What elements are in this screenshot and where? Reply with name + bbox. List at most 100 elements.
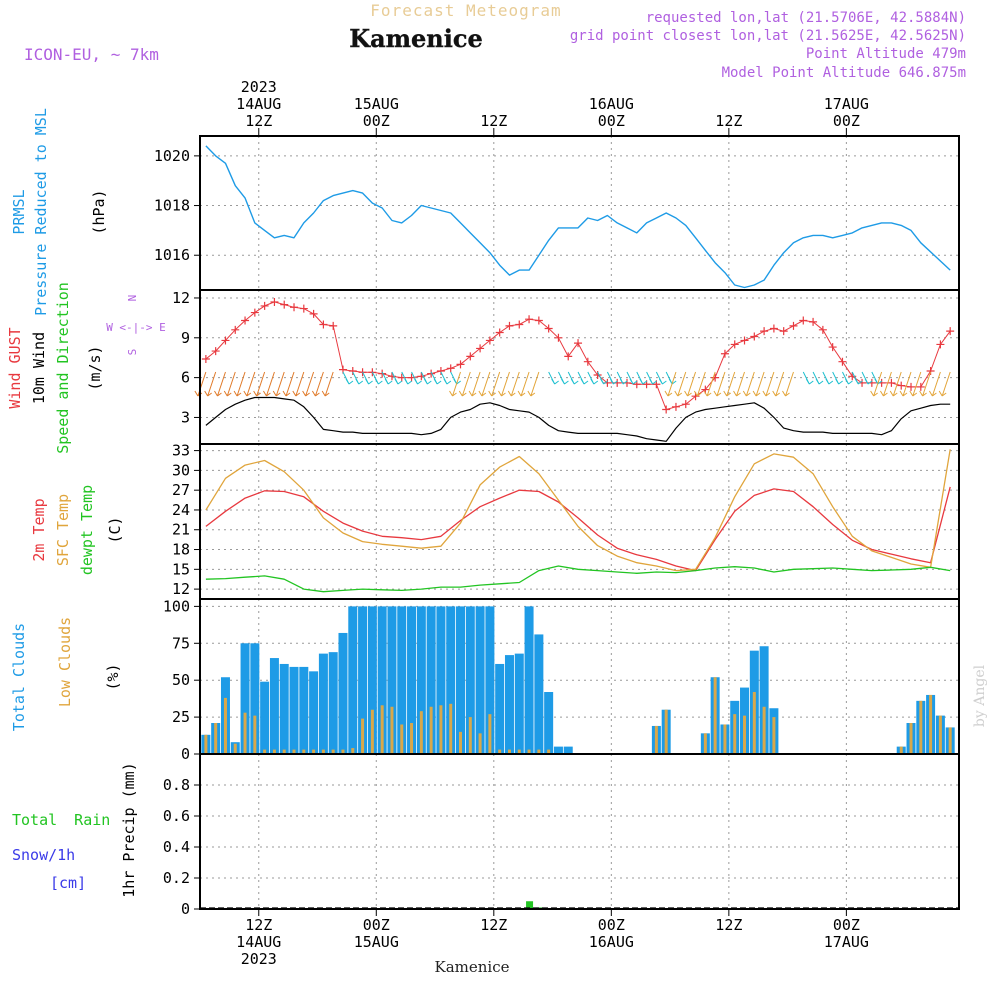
gust-marker	[897, 381, 906, 390]
pressure-unit: (hPa)	[90, 189, 108, 234]
x-tick-label-bottom: 12Z	[715, 916, 742, 934]
compass-west-east: W <-|-> E	[106, 321, 166, 334]
low-cloud-bar	[743, 715, 747, 754]
x-tick-label-bottom: 15AUG	[354, 933, 399, 951]
wind-direction-arrow	[899, 371, 912, 397]
model-label: ICON-EU, ~ 7km	[24, 45, 159, 64]
gust-line	[205, 301, 951, 410]
compass-north: N	[126, 295, 139, 302]
gust-marker	[750, 332, 759, 341]
total-cloud-bar	[534, 634, 544, 754]
low-cloud-bar	[929, 694, 933, 754]
gust-marker	[711, 373, 720, 382]
wind-direction-arrow	[527, 371, 540, 397]
low-cloud-bar	[733, 714, 737, 754]
wind-direction-arrow	[782, 371, 794, 397]
wind-direction-arrow	[263, 371, 275, 397]
y-tick-label: 12	[172, 289, 190, 307]
wind-direction-arrow	[548, 371, 559, 385]
wind-direction-arrow	[636, 371, 648, 385]
marks-layer	[194, 145, 959, 909]
gust-marker	[299, 304, 308, 313]
low-cloud-bar	[537, 749, 541, 754]
wind-direction-arrow	[762, 371, 775, 397]
total-cloud-bar	[407, 606, 417, 754]
precip-label-snow: Snow/1h	[12, 846, 75, 864]
total-cloud-bar	[524, 606, 534, 754]
x-tick-label-bottom: 14AUG	[236, 933, 281, 951]
gust-marker	[485, 336, 494, 345]
x-tick-label-top: 16AUG	[589, 95, 634, 113]
wind-direction-arrow	[703, 371, 716, 397]
low-cloud-bar	[468, 717, 472, 754]
x-tick-label-bottom: 16AUG	[589, 933, 634, 951]
total-cloud-bar	[446, 606, 456, 754]
gust-marker	[476, 344, 485, 353]
total-cloud-bar	[338, 632, 348, 754]
x-tick-label-top: 17AUG	[824, 95, 869, 113]
x-tick-label-bottom: 12Z	[480, 916, 507, 934]
gust-marker	[926, 366, 935, 375]
low-cloud-bar	[419, 711, 423, 754]
gust-marker	[309, 309, 318, 318]
wind-direction-arrow	[723, 371, 736, 397]
wind-direction-arrow	[861, 371, 873, 385]
low-cloud-bar	[380, 705, 384, 754]
low-cloud-bar	[517, 749, 521, 754]
total-cloud-bar	[387, 606, 397, 754]
grid-layer	[200, 136, 959, 910]
y-tick-label: 0.2	[163, 869, 190, 887]
total-cloud-bar	[318, 653, 328, 754]
wind-direction-arrow	[352, 371, 364, 385]
low-cloud-bar	[214, 723, 218, 754]
cloud-label-low: Low Clouds	[56, 617, 74, 707]
low-cloud-bar	[263, 749, 267, 754]
total-cloud-bar	[544, 692, 554, 754]
precip-label-cm: [cm]	[50, 874, 86, 892]
total-cloud-bar	[553, 746, 563, 754]
wind-direction-arrow	[253, 371, 266, 397]
wind-direction-arrow	[488, 371, 501, 397]
total-cloud-bar	[436, 606, 446, 754]
low-cloud-bar	[938, 715, 942, 754]
temp-2m-line	[205, 486, 951, 572]
x-tick-label-top: 12Z	[715, 112, 742, 130]
gust-marker	[427, 369, 436, 378]
x-tick-label-top: 12Z	[245, 112, 272, 130]
gust-marker	[848, 372, 857, 381]
x-tick-label-top: 14AUG	[236, 95, 281, 113]
gust-marker	[348, 366, 357, 375]
low-cloud-bar	[527, 749, 531, 754]
total-cloud-bar	[367, 606, 377, 754]
gust-marker	[720, 349, 729, 358]
wind-direction-arrow	[822, 371, 834, 385]
y-tick-label: 33	[172, 442, 190, 460]
gust-marker	[221, 336, 230, 345]
dewpoint-line	[205, 565, 951, 593]
total-cloud-bar	[279, 663, 289, 754]
y-tick-label: 25	[172, 708, 190, 726]
wind-direction-arrow	[587, 371, 599, 385]
y-tick-label: 6	[181, 369, 190, 387]
wind-direction-arrow	[321, 371, 334, 397]
y-tick-label: 9	[181, 329, 190, 347]
wind-direction-arrow	[889, 371, 902, 397]
grid-point-coords: grid point closest lon,lat (21.5625E, 42…	[570, 28, 966, 44]
gust-marker	[515, 320, 524, 329]
wind-direction-arrow	[733, 371, 745, 397]
gust-marker	[730, 340, 739, 349]
low-cloud-bar	[243, 712, 247, 754]
low-cloud-bar	[312, 749, 316, 754]
total-cloud-bar	[514, 653, 524, 754]
total-cloud-bar	[426, 606, 436, 754]
wind-direction-arrow	[430, 371, 442, 385]
wind-direction-arrow	[742, 371, 755, 397]
low-cloud-bar	[341, 749, 345, 754]
gust-marker	[534, 316, 543, 325]
wind-unit: (m/s)	[86, 345, 104, 390]
wind-direction-arrow	[577, 371, 589, 385]
x-tick-label-bottom: 00Z	[598, 916, 625, 934]
low-cloud-bar	[429, 706, 433, 754]
wind-direction-arrow	[646, 371, 657, 385]
wind-direction-arrow	[832, 371, 843, 385]
